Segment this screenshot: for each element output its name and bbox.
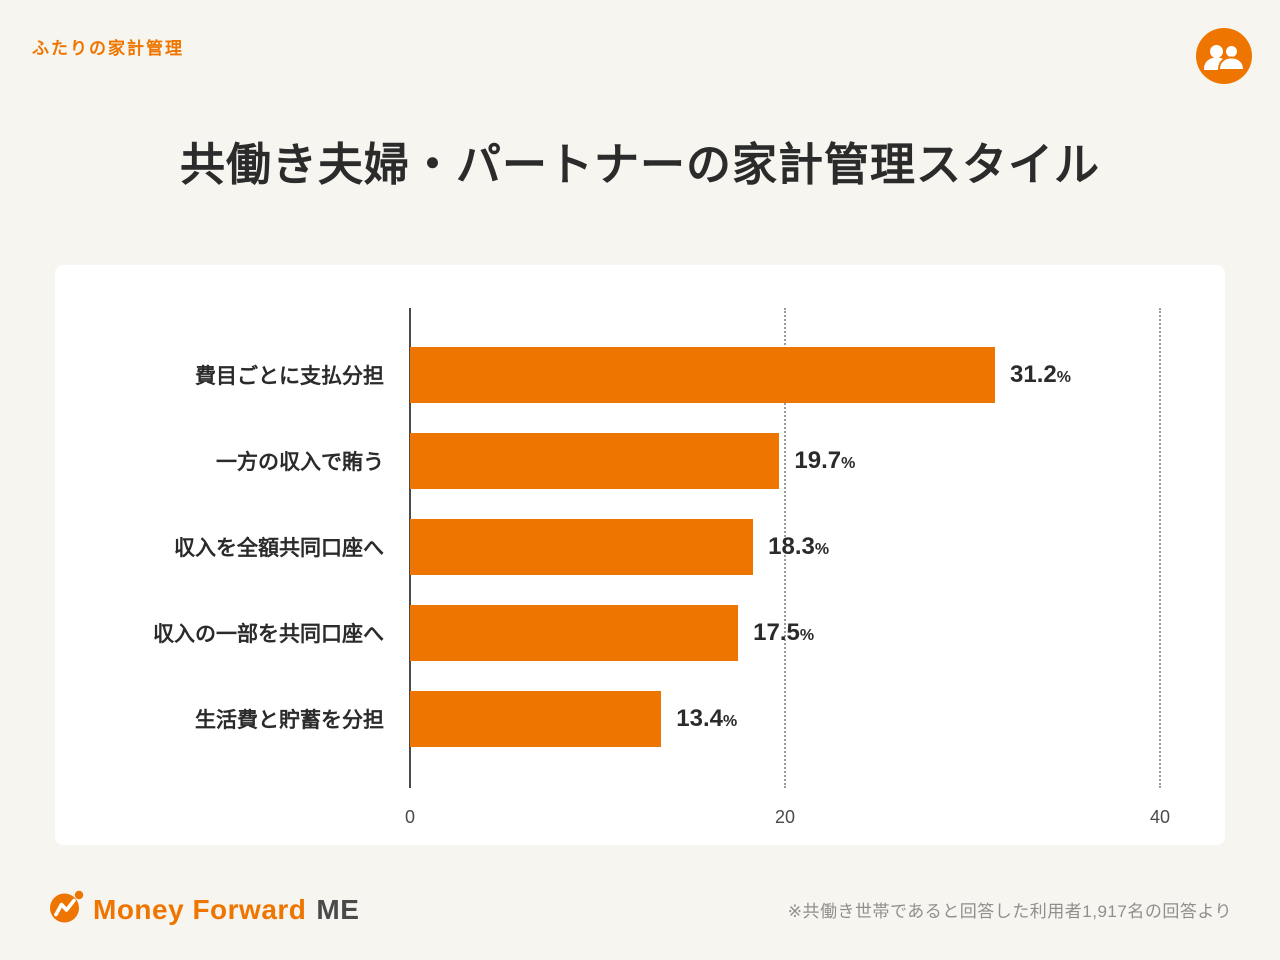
bar-track: 17.5%	[410, 605, 1160, 661]
x-tick-label-20: 20	[774, 807, 796, 827]
gridline-20	[784, 308, 786, 788]
footer: Money Forward ME ※共働き世帯であると回答した利用者1,917名の…	[48, 889, 1232, 930]
bar-track: 19.7%	[410, 433, 1160, 489]
value-number: 13.4	[676, 705, 723, 732]
gridline-40	[1159, 308, 1161, 788]
x-axis: 0 20 40	[405, 807, 1170, 829]
bar-track: 13.4%	[410, 691, 1160, 747]
value-unit: %	[722, 713, 738, 730]
value-number: 18.3	[768, 533, 815, 560]
bar-track: 18.3%	[410, 519, 1160, 575]
eyebrow-label: ふたりの家計管理	[32, 39, 184, 58]
bar-track: 31.2%	[410, 347, 1160, 403]
category-label: 収入を全額共同口座へ	[174, 537, 384, 560]
value-number: 31.2	[1010, 361, 1057, 388]
footnote: ※共働き世帯であると回答した利用者1,917名の回答より	[787, 902, 1232, 921]
logo-text-me: ME	[316, 893, 360, 925]
logo-text-money-forward: Money Forward	[93, 893, 307, 925]
value-number: 19.7	[794, 447, 842, 474]
category-label: 費目ごとに支払分担	[195, 365, 384, 388]
chart-row: 収入の一部を共同口座へ 17.5%	[55, 605, 1160, 661]
chart-row: 収入を全額共同口座へ 18.3%	[55, 519, 1160, 575]
top-bar: ふたりの家計管理	[0, 0, 1280, 84]
money-forward-mark-icon	[48, 889, 84, 930]
category-label: 収入の一部を共同口座へ	[153, 623, 384, 646]
bar	[410, 433, 780, 489]
x-tick-label-40: 40	[1149, 807, 1171, 827]
bar	[410, 519, 754, 575]
value-unit: %	[1056, 369, 1071, 386]
category-label: 一方の収入で賄う	[216, 451, 384, 474]
category-label: 生活費と貯蓄を分担	[195, 709, 384, 732]
bar	[410, 347, 995, 403]
value-number: 17.5	[753, 619, 800, 646]
chart-rows: 費目ごとに支払分担 31.2% 一方の収入で賄う 19.7% 収入を全額共同口座…	[55, 347, 1160, 747]
value-unit: %	[814, 541, 830, 558]
value-label: 17.5%	[753, 619, 814, 647]
bar	[410, 605, 739, 661]
chart-row: 費目ごとに支払分担 31.2%	[55, 347, 1160, 403]
page-title: 共働き夫婦・パートナーの家計管理スタイル	[179, 139, 1100, 190]
value-label: 19.7%	[794, 447, 855, 475]
value-unit: %	[841, 455, 856, 472]
value-unit: %	[799, 627, 815, 644]
logo-wordmark: Money Forward ME	[93, 894, 359, 926]
value-label: 18.3%	[768, 533, 829, 561]
bar	[410, 691, 662, 747]
money-forward-logo: Money Forward ME	[48, 889, 359, 930]
value-label: 13.4%	[676, 705, 737, 733]
chart-row: 一方の収入で賄う 19.7%	[55, 433, 1160, 489]
couple-icon	[1196, 28, 1252, 84]
chart-card: 費目ごとに支払分担 31.2% 一方の収入で賄う 19.7% 収入を全額共同口座…	[55, 265, 1225, 845]
x-tick-label-0: 0	[404, 807, 416, 827]
value-label: 31.2%	[1010, 361, 1071, 389]
chart-row: 生活費と貯蓄を分担 13.4%	[55, 691, 1160, 747]
